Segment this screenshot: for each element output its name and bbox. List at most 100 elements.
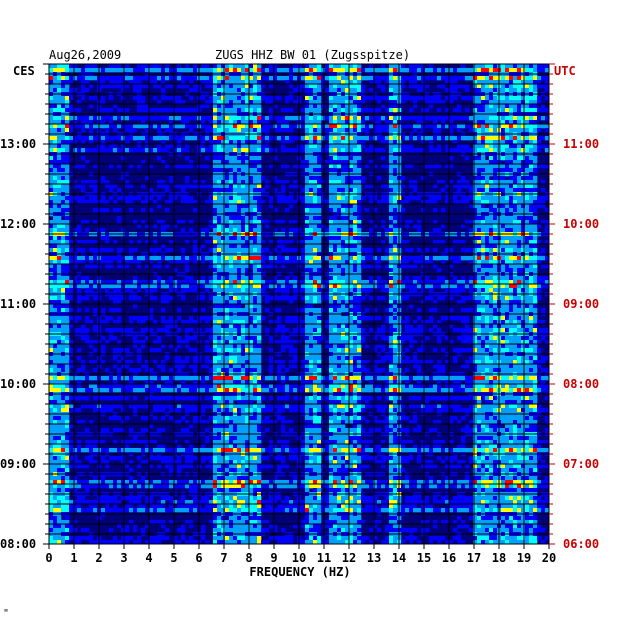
spectrogram-cell	[273, 148, 278, 153]
spectrogram-cell	[309, 180, 314, 185]
spectrogram-cell	[273, 116, 278, 121]
spectrogram-cell	[85, 116, 90, 121]
spectrogram-cell	[293, 276, 298, 281]
spectrogram-cell	[361, 196, 366, 201]
spectrogram-cell	[393, 244, 398, 249]
spectrogram-cell	[317, 76, 322, 81]
spectrogram-cell	[69, 88, 74, 93]
spectrogram-cell	[69, 64, 74, 69]
spectrogram-cell	[289, 200, 294, 205]
spectrogram-cell	[169, 284, 174, 289]
spectrogram-cell	[257, 104, 262, 109]
spectrogram-cell	[505, 156, 510, 161]
spectrogram-cell	[441, 116, 446, 121]
spectrogram-cell	[493, 64, 498, 69]
spectrogram-cell	[529, 244, 534, 249]
spectrogram-cell	[441, 224, 446, 229]
spectrogram-cell	[137, 288, 142, 293]
spectrogram-cell	[421, 288, 426, 293]
spectrogram-cell	[453, 276, 458, 281]
spectrogram-cell	[465, 116, 470, 121]
spectrogram-cell	[393, 184, 398, 189]
spectrogram-cell	[81, 140, 86, 145]
spectrogram-cell	[529, 148, 534, 153]
spectrogram-cell	[61, 156, 66, 161]
spectrogram-cell	[89, 64, 94, 69]
spectrogram-cell	[285, 240, 290, 245]
spectrogram-cell	[69, 76, 74, 81]
spectrogram-cell	[309, 288, 314, 293]
spectrogram-cell	[153, 148, 158, 153]
spectrogram-cell	[349, 128, 354, 133]
spectrogram-cell	[521, 240, 526, 245]
spectrogram-cell	[237, 144, 242, 149]
spectrogram-cell	[105, 280, 110, 285]
spectrogram-cell	[213, 280, 218, 285]
spectrogram-cell	[117, 288, 122, 293]
spectrogram-cell	[333, 84, 338, 89]
spectrogram-cell	[357, 216, 362, 221]
spectrogram-cell	[193, 308, 198, 313]
spectrogram-cell	[473, 124, 478, 129]
spectrogram-cell	[521, 140, 526, 145]
spectrogram-cell	[353, 168, 358, 173]
spectrogram-cell	[77, 228, 82, 233]
spectrogram-cell	[305, 228, 310, 233]
spectrogram-cell	[169, 180, 174, 185]
spectrogram-cell	[217, 300, 222, 305]
spectrogram-cell	[221, 104, 226, 109]
spectrogram-cell	[313, 248, 318, 253]
spectrogram-cell	[525, 76, 530, 81]
spectrogram-cell	[517, 200, 522, 205]
spectrogram-cell	[169, 144, 174, 149]
spectrogram-cell	[169, 260, 174, 265]
spectrogram-cell	[369, 76, 374, 81]
spectrogram-cell	[349, 120, 354, 125]
spectrogram-cell	[213, 196, 218, 201]
spectrogram-cell	[249, 248, 254, 253]
spectrogram-cell	[305, 248, 310, 253]
spectrogram-cell	[153, 80, 158, 85]
spectrogram-cell	[201, 280, 206, 285]
spectrogram-cell	[237, 184, 242, 189]
spectrogram-cell	[453, 80, 458, 85]
spectrogram-cell	[277, 68, 282, 73]
spectrogram-cell	[401, 84, 406, 89]
spectrogram-cell	[281, 196, 286, 201]
spectrogram-cell	[213, 276, 218, 281]
spectrogram-cell	[389, 180, 394, 185]
spectrogram-cell	[213, 164, 218, 169]
spectrogram-cell	[253, 124, 258, 129]
spectrogram-cell	[273, 256, 278, 261]
spectrogram-cell	[341, 64, 346, 69]
spectrogram-cell	[285, 76, 290, 81]
spectrogram-cell	[313, 100, 318, 105]
spectrogram-cell	[389, 300, 394, 305]
spectrogram-cell	[253, 216, 258, 221]
spectrogram-cell	[481, 204, 486, 209]
spectrogram-cell	[341, 276, 346, 281]
spectrogram-cell	[317, 164, 322, 169]
spectrogram-cell	[541, 220, 546, 225]
spectrogram-cell	[525, 196, 530, 201]
spectrogram-cell	[209, 140, 214, 145]
spectrogram-cell	[129, 164, 134, 169]
spectrogram-cell	[153, 296, 158, 301]
spectrogram-cell	[389, 80, 394, 85]
spectrogram-cell	[121, 116, 126, 121]
spectrogram-cell	[121, 228, 126, 233]
spectrogram-cell	[293, 228, 298, 233]
spectrogram-cell	[505, 164, 510, 169]
spectrogram-cell	[213, 108, 218, 113]
spectrogram-cell	[349, 188, 354, 193]
spectrogram-cell	[281, 256, 286, 261]
spectrogram-cell	[293, 284, 298, 289]
spectrogram-cell	[525, 164, 530, 169]
spectrogram-cell	[333, 104, 338, 109]
spectrogram-cell	[485, 148, 490, 153]
spectrogram-cell	[257, 140, 262, 145]
spectrogram-cell	[509, 300, 514, 305]
spectrogram-cell	[313, 188, 318, 193]
spectrogram-cell	[361, 116, 366, 121]
spectrogram-cell	[485, 228, 490, 233]
